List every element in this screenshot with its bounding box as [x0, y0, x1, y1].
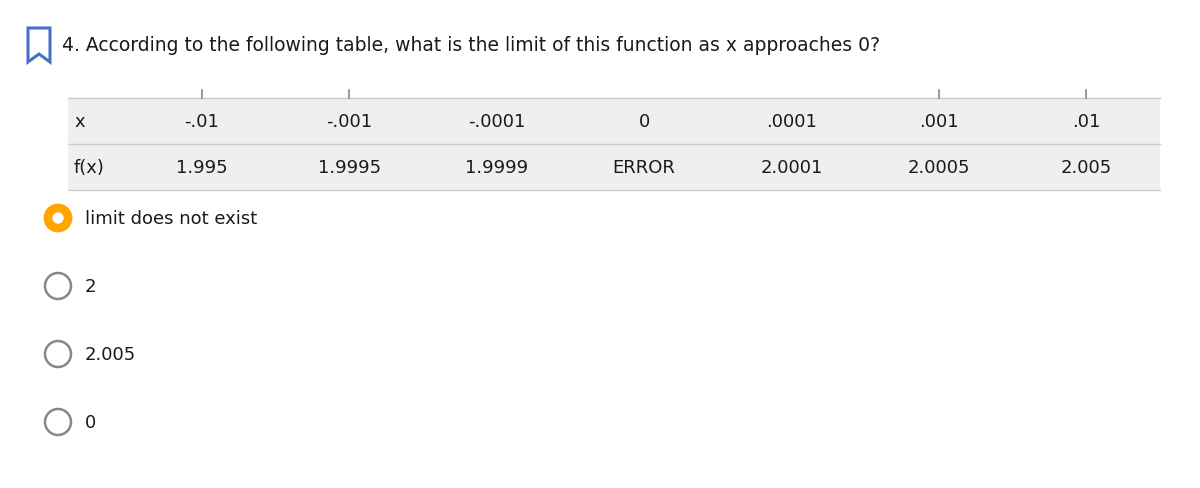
Text: -.01: -.01	[185, 113, 220, 131]
Text: 1.995: 1.995	[176, 159, 228, 177]
Circle shape	[46, 409, 71, 435]
Text: 1.9995: 1.9995	[318, 159, 380, 177]
Text: .001: .001	[919, 113, 959, 131]
FancyBboxPatch shape	[68, 99, 1160, 191]
Text: 2.0005: 2.0005	[907, 159, 970, 177]
Circle shape	[53, 214, 62, 224]
Text: -.0001: -.0001	[468, 113, 526, 131]
Text: 2.005: 2.005	[85, 346, 137, 363]
Text: limit does not exist: limit does not exist	[85, 209, 257, 227]
Text: 0: 0	[638, 113, 649, 131]
Text: 4. According to the following table, what is the limit of this function as x app: 4. According to the following table, wha…	[62, 36, 880, 55]
Circle shape	[46, 341, 71, 367]
Text: .01: .01	[1072, 113, 1100, 131]
Text: x: x	[74, 113, 85, 131]
Text: .0001: .0001	[766, 113, 817, 131]
Text: 0: 0	[85, 413, 96, 431]
Text: f(x): f(x)	[74, 159, 104, 177]
Text: ERROR: ERROR	[612, 159, 676, 177]
Circle shape	[46, 205, 71, 231]
Text: -.001: -.001	[326, 113, 372, 131]
Text: 2: 2	[85, 278, 96, 295]
Text: 2.005: 2.005	[1061, 159, 1112, 177]
Circle shape	[46, 273, 71, 299]
Text: 1.9999: 1.9999	[466, 159, 528, 177]
Text: 2.0001: 2.0001	[761, 159, 823, 177]
